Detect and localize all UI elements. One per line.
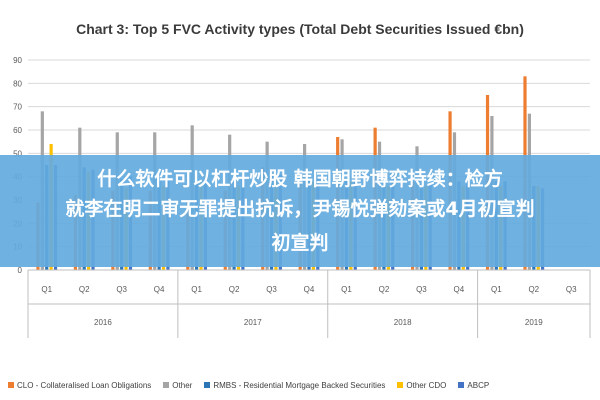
x-tick-label: Q2 [229, 285, 240, 294]
legend-label-other: Other [172, 380, 193, 390]
x-tick-label: Q2 [79, 285, 90, 294]
legend-swatch-abcp [458, 382, 465, 388]
legend-label-abcp: ABCP [467, 380, 490, 390]
legend-swatch-rmbs [204, 382, 211, 388]
x-tick-label: Q2 [528, 285, 539, 294]
x-tick-label: Q4 [304, 285, 315, 294]
legend-item-clo: CLO - Collateralised Loan Obligations [8, 381, 151, 390]
chart-title: Chart 3: Top 5 FVC Activity types (Total… [76, 21, 524, 37]
legend-label-clo: CLO - Collateralised Loan Obligations [17, 380, 152, 390]
x-group-label: 2019 [525, 318, 543, 327]
x-tick-label: Q3 [116, 285, 127, 294]
legend: CLO - Collateralised Loan Obligations Ot… [8, 377, 598, 393]
x-tick-label: Q1 [341, 285, 352, 294]
legend-item-abcp: ABCP [458, 381, 489, 390]
overlay-banner [0, 155, 600, 267]
x-tick-label: Q4 [154, 285, 165, 294]
y-tick-label: 80 [13, 79, 22, 88]
x-group-label: 2017 [244, 318, 262, 327]
x-tick-label: Q1 [491, 285, 502, 294]
x-tick-label: Q3 [566, 285, 577, 294]
overlay-text-line1: 什么软件可以杠杆炒股 韩国朝野博弈持续：检方 [97, 168, 503, 190]
x-tick-label: Q3 [416, 285, 427, 294]
legend-swatch-other-cdo [397, 382, 404, 388]
legend-item-other: Other [163, 381, 192, 390]
x-tick-label: Q3 [266, 285, 277, 294]
y-tick-label: 90 [13, 56, 22, 65]
x-tick-label: Q1 [41, 285, 52, 294]
overlay-text-line3: 初宣判 [271, 232, 329, 254]
x-group-label: 2016 [94, 318, 112, 327]
legend-label-other-cdo: Other CDO [406, 380, 447, 390]
y-tick-label: 0 [18, 266, 23, 275]
x-tick-label: Q4 [454, 285, 465, 294]
x-group-label: 2018 [394, 318, 412, 327]
legend-item-rmbs: RMBS - Residential Mortgage Backed Secur… [204, 381, 385, 390]
x-tick-label: Q1 [191, 285, 202, 294]
x-tick-label: Q2 [379, 285, 390, 294]
y-tick-label: 70 [13, 103, 22, 112]
overlay-text-line2: 就李在明二审无罪提出抗诉，尹锡悦弹劾案或4月初宣判 [65, 198, 535, 220]
legend-swatch-other [163, 382, 170, 388]
legend-label-rmbs: RMBS - Residential Mortgage Backed Secur… [213, 380, 386, 390]
legend-swatch-clo [8, 382, 14, 388]
y-tick-label: 50 [13, 149, 22, 158]
legend-item-other-cdo: Other CDO [397, 381, 446, 390]
y-tick-label: 60 [13, 126, 22, 135]
